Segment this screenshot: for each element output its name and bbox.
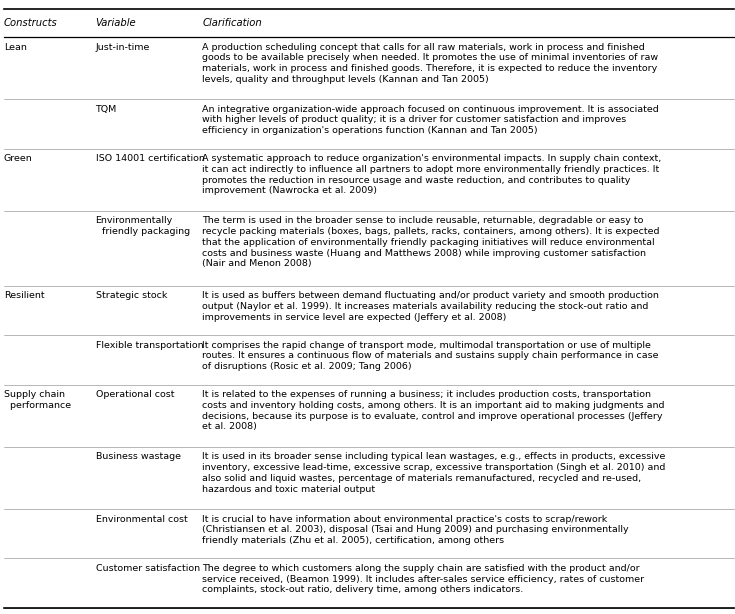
Text: Variable: Variable <box>96 18 136 28</box>
Text: ISO 14001 certification: ISO 14001 certification <box>96 154 204 163</box>
Text: It is related to the expenses of running a business; it includes production cost: It is related to the expenses of running… <box>202 390 664 432</box>
Text: It comprises the rapid change of transport mode, multimodal transportation or us: It comprises the rapid change of transpo… <box>202 341 659 371</box>
Text: TQM: TQM <box>96 105 117 114</box>
Text: Environmental cost: Environmental cost <box>96 515 187 524</box>
Text: Flexible transportation: Flexible transportation <box>96 341 203 350</box>
Text: Green: Green <box>4 154 32 163</box>
Text: Operational cost: Operational cost <box>96 390 174 399</box>
Text: The degree to which customers along the supply chain are satisfied with the prod: The degree to which customers along the … <box>202 564 645 594</box>
Text: It is used as buffers between demand fluctuating and/or product variety and smoo: It is used as buffers between demand flu… <box>202 291 659 322</box>
Text: The term is used in the broader sense to include reusable, returnable, degradabl: The term is used in the broader sense to… <box>202 216 659 268</box>
Text: Lean: Lean <box>4 42 26 52</box>
Text: A production scheduling concept that calls for all raw materials, work in proces: A production scheduling concept that cal… <box>202 42 659 84</box>
Text: Environmentally
  friendly packaging: Environmentally friendly packaging <box>96 216 190 236</box>
Text: Supply chain
  performance: Supply chain performance <box>4 390 71 410</box>
Text: It is crucial to have information about environmental practice's costs to scrap/: It is crucial to have information about … <box>202 515 628 545</box>
Text: A systematic approach to reduce organization's environmental impacts. In supply : A systematic approach to reduce organiza… <box>202 154 662 195</box>
Text: Business wastage: Business wastage <box>96 453 181 461</box>
Text: An integrative organization-wide approach focused on continuous improvement. It : An integrative organization-wide approac… <box>202 105 659 135</box>
Text: Resilient: Resilient <box>4 291 44 300</box>
Text: Just-in-time: Just-in-time <box>96 42 150 52</box>
Text: It is used in its broader sense including typical lean wastages, e.g., effects i: It is used in its broader sense includin… <box>202 453 665 494</box>
Text: Strategic stock: Strategic stock <box>96 291 167 300</box>
Text: Clarification: Clarification <box>202 18 262 28</box>
Text: Constructs: Constructs <box>4 18 57 28</box>
Text: Customer satisfaction: Customer satisfaction <box>96 564 200 573</box>
